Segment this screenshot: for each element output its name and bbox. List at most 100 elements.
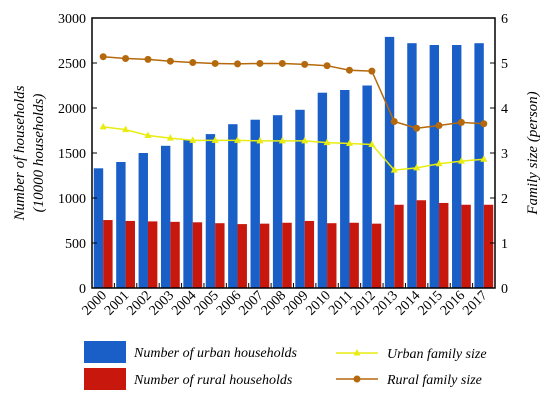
bar-number-of-rural-households-2003 <box>170 221 180 288</box>
bar-number-of-rural-households-2014 <box>416 200 427 288</box>
bar-number-of-rural-households-2012 <box>371 223 382 288</box>
bar-number-of-urban-households-2008 <box>272 115 283 288</box>
legend-label-rural-family-size: Rural family size <box>386 373 482 388</box>
y-right-tick-label-2: 2 <box>501 192 508 207</box>
bar-number-of-urban-households-2000 <box>93 168 104 288</box>
y-right-tick-label-1: 1 <box>501 237 508 252</box>
point-urban-family-size-2016 <box>457 157 465 164</box>
point-urban-family-size-2017 <box>480 155 488 162</box>
point-rural-family-size-2007 <box>256 59 264 67</box>
bar-number-of-rural-households-2001 <box>125 220 135 288</box>
legend-marker-rural-family-size <box>353 375 361 383</box>
legend-marker-urban-family-size <box>353 349 361 356</box>
y-right-tick-label-5: 5 <box>501 57 508 72</box>
point-rural-family-size-2014 <box>413 124 421 132</box>
legend-label-urban-family-size: Urban family size <box>387 347 487 362</box>
y-left-title-line2: (10000 households) <box>31 94 47 213</box>
bar-number-of-urban-households-2016 <box>452 45 462 288</box>
point-rural-family-size-2004 <box>189 59 197 67</box>
bar-number-of-urban-households-2010 <box>317 92 328 288</box>
line-rural-family-size <box>103 55 484 130</box>
point-urban-family-size-2012 <box>368 140 376 147</box>
point-rural-family-size-2015 <box>435 122 443 130</box>
bar-number-of-urban-households-2015 <box>429 45 440 288</box>
legend-label-urban-households: Number of urban households <box>133 346 298 361</box>
point-urban-family-size-2010 <box>323 138 331 146</box>
bar-number-of-rural-households-2005 <box>215 223 225 288</box>
bar-number-of-rural-households-2002 <box>147 221 158 288</box>
point-rural-family-size-2012 <box>368 67 376 75</box>
bar-number-of-urban-households-2012 <box>362 85 372 288</box>
point-urban-family-size-2006 <box>234 136 242 143</box>
bar-number-of-urban-households-2004 <box>183 139 193 288</box>
bar-number-of-urban-households-2003 <box>160 145 171 288</box>
y-right-title: Family size (person) <box>525 91 541 215</box>
y-right-tick-label-6: 6 <box>501 12 508 27</box>
point-rural-family-size-2008 <box>278 59 286 67</box>
bar-number-of-rural-households-2015 <box>439 202 449 288</box>
bar-number-of-rural-households-2007 <box>259 223 270 288</box>
y-left-title-line1: Number of households <box>12 85 28 221</box>
lines-layer <box>99 53 488 173</box>
point-rural-family-size-2003 <box>166 57 174 65</box>
y-left-tick-label-3000: 3000 <box>58 12 86 27</box>
point-rural-family-size-2001 <box>122 55 130 62</box>
bar-number-of-rural-households-2004 <box>192 222 203 288</box>
bar-number-of-rural-households-2009 <box>304 220 315 288</box>
legend-label-rural-households: Number of rural households <box>133 373 293 388</box>
y-right-tick-label-3: 3 <box>501 147 508 162</box>
bar-number-of-urban-households-2005 <box>205 134 216 288</box>
point-urban-family-size-2004 <box>189 136 197 143</box>
legend-swatch-urban-households <box>84 341 126 363</box>
bar-number-of-urban-households-2011 <box>340 90 350 288</box>
y-left-tick-label-1500: 1500 <box>58 147 86 162</box>
y-right-tick-label-0: 0 <box>501 282 508 297</box>
point-urban-family-size-2008 <box>278 136 286 144</box>
y-right-tick-label-4: 4 <box>501 102 508 117</box>
bar-number-of-urban-households-2007 <box>250 119 260 288</box>
x-tick-label-2017: 2017 <box>460 288 490 318</box>
point-rural-family-size-2016 <box>457 118 465 126</box>
point-urban-family-size-2000 <box>99 122 107 130</box>
point-urban-family-size-2005 <box>211 136 219 143</box>
point-rural-family-size-2009 <box>301 60 309 68</box>
bar-number-of-rural-households-2016 <box>461 204 471 288</box>
bar-number-of-rural-households-2006 <box>237 224 247 288</box>
bar-number-of-rural-households-2000 <box>103 220 113 288</box>
legend: Number of urban households Number of rur… <box>84 341 487 390</box>
point-urban-family-size-2002 <box>144 131 152 138</box>
bar-number-of-rural-households-2010 <box>327 223 337 288</box>
point-rural-family-size-2006 <box>234 60 242 68</box>
point-urban-family-size-2015 <box>435 159 443 167</box>
point-urban-family-size-2003 <box>166 134 174 141</box>
point-rural-family-size-2010 <box>323 62 331 70</box>
point-urban-family-size-2011 <box>345 139 353 147</box>
bar-number-of-urban-households-2017 <box>474 43 484 289</box>
y-left-tick-label-500: 500 <box>65 237 86 252</box>
point-urban-family-size-2014 <box>413 163 421 171</box>
y-left-tick-label-2500: 2500 <box>58 57 86 72</box>
y-left-tick-label-0: 0 <box>79 282 86 297</box>
bar-number-of-rural-households-2011 <box>349 222 359 288</box>
point-urban-family-size-2001 <box>122 125 130 133</box>
point-urban-family-size-2009 <box>301 136 309 144</box>
point-rural-family-size-2013 <box>390 118 398 125</box>
line-urban-family-size <box>103 126 484 171</box>
point-rural-family-size-2000 <box>99 53 107 61</box>
point-urban-family-size-2013 <box>390 166 398 173</box>
point-urban-family-size-2007 <box>256 136 264 144</box>
bar-number-of-urban-households-2013 <box>384 36 395 289</box>
bar-number-of-rural-households-2017 <box>483 204 494 288</box>
bar-number-of-urban-households-2009 <box>295 109 305 288</box>
bars-layer <box>93 36 494 289</box>
bar-number-of-urban-households-2006 <box>228 124 238 288</box>
legend-swatch-rural-households <box>84 368 126 390</box>
bar-number-of-urban-households-2002 <box>138 153 148 288</box>
point-rural-family-size-2017 <box>480 120 488 128</box>
bar-number-of-urban-households-2001 <box>116 162 126 288</box>
point-rural-family-size-2011 <box>345 66 353 74</box>
y-left-tick-label-1000: 1000 <box>58 192 86 207</box>
bar-number-of-rural-households-2008 <box>282 222 292 288</box>
